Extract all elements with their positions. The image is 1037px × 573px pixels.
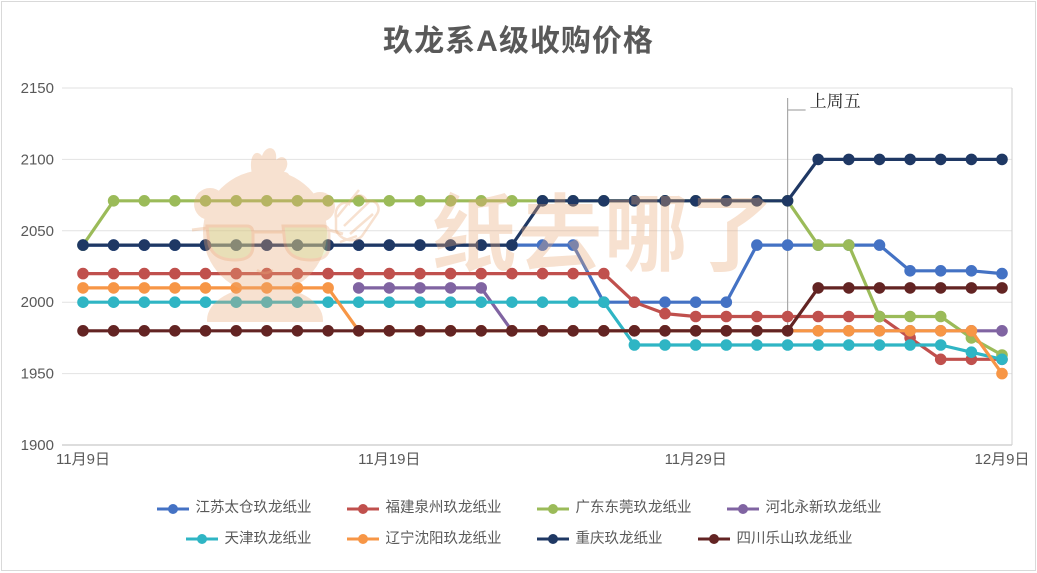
svg-text:1900: 1900	[21, 437, 54, 454]
svg-text:1950: 1950	[21, 366, 54, 383]
svg-text:12月9日: 12月9日	[974, 451, 1029, 468]
svg-text:2100: 2100	[21, 151, 54, 168]
svg-text:2000: 2000	[21, 294, 54, 311]
svg-text:上周五: 上周五	[810, 92, 861, 111]
svg-text:11月19日: 11月19日	[358, 451, 420, 468]
svg-text:11月29日: 11月29日	[665, 451, 727, 468]
svg-text:2150: 2150	[21, 80, 54, 97]
svg-text:11月9日: 11月9日	[56, 451, 110, 468]
svg-text:2050: 2050	[21, 223, 54, 240]
